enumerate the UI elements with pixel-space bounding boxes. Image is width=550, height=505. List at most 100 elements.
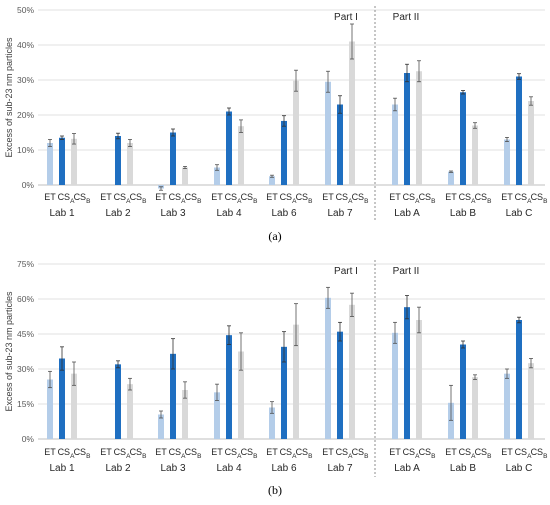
series-label: CSA [114,447,132,460]
part-label: Part I [334,12,358,23]
bar [504,373,510,439]
series-label: CSA [403,447,421,460]
bar [337,331,343,439]
bar [337,104,343,185]
series-label: CSB [475,192,492,205]
bar [349,41,355,185]
category-label: Lab 2 [105,463,130,474]
y-tick-label: 0% [22,180,35,190]
y-tick-label: 10% [17,145,34,155]
category-label: Lab 3 [160,463,185,474]
category-label: Lab A [394,463,420,474]
series-label: CSB [531,447,548,460]
category-label: Lab B [450,463,476,474]
bar [226,111,232,185]
bar [182,390,188,439]
chart-panel-a: 0% 10% 20% 30% 40% 50% Excess of sub-23 nm par… [4,5,547,243]
series-label: CSB [531,192,548,205]
bar [226,335,232,439]
bar [269,176,275,185]
series-label: ET [100,447,112,457]
series-label: ET [445,192,457,202]
y-tick-label: 20% [17,110,34,120]
bar [349,304,355,439]
bar [71,373,77,439]
bar [293,80,299,185]
bar [59,358,65,439]
bar [416,320,422,439]
series-label: CSA [336,447,354,460]
series-label: ET [266,192,278,202]
y-axis-label: Excess of sub-23 nm particles [4,37,14,158]
y-tick-label: 75% [17,259,34,269]
y-tick-label: 40% [17,40,34,50]
bar [448,402,454,439]
bar [127,143,133,185]
bar [416,71,422,185]
series-label: ET [322,447,334,457]
series-label: CSB [74,192,91,205]
bar [528,101,534,185]
y-tick-label: 50% [17,5,34,15]
bar [115,136,121,185]
series-label: CSA [459,192,477,205]
category-label: Lab B [450,208,476,219]
bar [504,139,510,185]
series-label: ET [322,192,334,202]
bar [325,81,331,185]
bar [392,332,398,439]
bar [269,407,275,439]
series-label: CSB [352,447,369,460]
bar [115,364,121,439]
bar [238,351,244,439]
series-label: CSA [403,192,421,205]
bar [392,104,398,185]
part-label: Part I [334,266,358,277]
bar [182,167,188,185]
category-label: Lab 1 [49,208,74,219]
series-label: ET [155,192,167,202]
series-label: CSA [459,447,477,460]
series-label: ET [211,447,223,457]
series-label: CSB [185,192,202,205]
category-label: Lab A [394,208,420,219]
series-label: ET [155,447,167,457]
series-label: ET [44,192,56,202]
series-label: CSB [241,447,258,460]
bar [472,125,478,185]
series-label: ET [266,447,278,457]
series-label: ET [389,192,401,202]
series-label: ET [501,447,513,457]
y-tick-label: 45% [17,329,34,339]
bar [516,76,522,185]
series-label: CSB [419,192,436,205]
series-label: CSB [185,447,202,460]
series-label: CSB [130,447,147,460]
category-label: Lab 3 [160,208,185,219]
series-label: ET [389,447,401,457]
bar [71,138,77,185]
category-label: Lab 4 [216,208,241,219]
category-label: Lab 2 [105,208,130,219]
y-tick-label: 30% [17,364,34,374]
category-label: Lab 6 [271,463,296,474]
bar [293,324,299,439]
series-label: CSA [169,447,187,460]
bar [214,392,220,439]
series-label: CSB [475,447,492,460]
series-label: CSB [130,192,147,205]
series-label: CSB [241,192,258,205]
series-label: CSB [419,447,436,460]
bar [516,320,522,439]
y-axis-label: Excess of sub-23 nm particles [4,291,14,412]
category-label: Lab 6 [271,208,296,219]
bar [127,384,133,439]
series-label: CSA [515,447,533,460]
category-label: Lab C [506,463,533,474]
bar [214,167,220,185]
bar [47,143,53,185]
bar [528,363,534,439]
y-tick-label: 60% [17,294,34,304]
series-label: ET [100,192,112,202]
